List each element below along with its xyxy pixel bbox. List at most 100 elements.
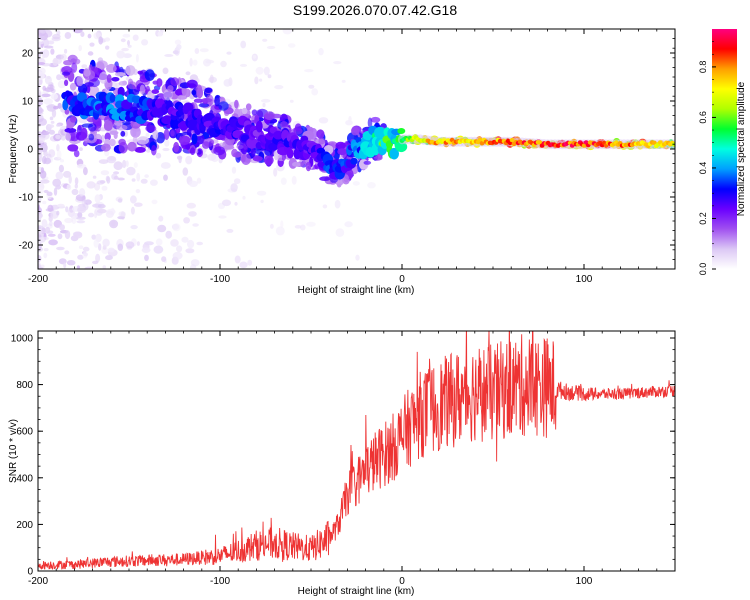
spectrogram-ridge [389, 147, 400, 160]
spectrogram-noise [203, 58, 211, 67]
spectrogram-noise [260, 199, 264, 204]
spectrogram-noise [131, 178, 136, 182]
spectrogram-noise [38, 89, 42, 98]
spectrogram-cluster [203, 138, 215, 147]
spectrogram-cluster [81, 123, 94, 128]
spectrogram-cluster [109, 130, 119, 135]
spectrogram-noise [155, 238, 163, 246]
spectrogram-cluster [213, 146, 226, 156]
spectrogram-noise [273, 167, 278, 177]
spectrogram-noise [108, 247, 115, 253]
spectrogram-noise [294, 225, 302, 229]
spectrogram-noise [49, 116, 54, 121]
spectrogram-cluster [343, 174, 349, 183]
spectrogram-noise [318, 47, 324, 56]
spectrogram-noise [178, 155, 182, 164]
y-tick-label: 0 [27, 145, 33, 156]
spectrogram-cluster [64, 127, 77, 133]
spectrogram-cluster [245, 103, 252, 111]
colorbar-tick-label: 0.8 [698, 61, 708, 74]
spectrogram-ridge [273, 130, 284, 140]
spectrogram-noise [289, 99, 294, 103]
spectrogram-noise [39, 236, 49, 241]
spectrogram-noise [97, 204, 106, 209]
spectrogram-noise [259, 78, 263, 82]
spectrogram-noise [240, 40, 247, 49]
colorbar-tick-label: 0.2 [698, 212, 708, 225]
spectrogram-noise [157, 31, 163, 37]
spectrogram-cluster [305, 161, 312, 172]
spectrogram-noise [53, 187, 58, 196]
snr-xlabel: Height of straight line (km) [298, 586, 415, 597]
spectrogram-noise [165, 230, 172, 239]
spectrogram-ridge-core [477, 137, 483, 143]
spectrogram-noise [98, 159, 109, 165]
spectrogram-cluster [70, 116, 77, 123]
spectrogram-noise [132, 34, 139, 41]
spectrogram-cluster [222, 145, 235, 150]
spectrogram-noise [282, 29, 293, 35]
spectrogram-noise [65, 206, 69, 213]
spectrogram-noise [144, 241, 154, 246]
spectrogram-noise [53, 105, 59, 110]
spectrogram-noise [48, 239, 58, 246]
spectrogram-noise [126, 166, 136, 176]
spectrogram-noise [38, 53, 42, 58]
spectrogram-noise [78, 45, 82, 52]
spectrogram-noise [311, 88, 319, 96]
spectrogram-cluster [101, 143, 111, 152]
spectrogram-noise [141, 247, 151, 254]
spectrogram-noise [247, 259, 253, 266]
spectrogram-noise [113, 161, 123, 171]
colorbar-gradient [712, 29, 737, 269]
spectrogram-cluster [318, 137, 326, 145]
spectrogram-ylabel: Frequency (Hz) [8, 115, 19, 184]
spectrogram-noise [49, 84, 54, 90]
spectrogram-cluster [197, 149, 202, 155]
spectrogram-noise [192, 59, 198, 66]
spectrogram-noise [160, 162, 171, 169]
spectrogram-cluster [201, 98, 213, 103]
spectrogram-noise [136, 241, 140, 246]
spectrogram-cluster [196, 87, 204, 99]
spectrogram-noise [164, 139, 170, 147]
spectrogram-noise [267, 74, 272, 79]
spectrogram-noise [91, 234, 97, 240]
colorbar: 0.0 0.2 0.4 0.6 0.8 Normalized spectral ampl… [698, 29, 747, 275]
spectrogram-noise [189, 264, 197, 269]
spectrogram-cluster [81, 127, 88, 140]
spectrogram-cluster [116, 124, 128, 131]
colorbar-label: Normalized spectral amplitude [736, 81, 747, 216]
spectrogram-noise [116, 50, 125, 59]
spectrogram-noise [291, 175, 297, 185]
spectrogram-cluster [127, 81, 138, 90]
x-tick-label: 100 [576, 576, 593, 587]
spectrogram-cluster [69, 82, 77, 91]
spectrogram-noise [151, 199, 158, 205]
spectrogram-noise [170, 239, 179, 247]
spectrogram-noise [231, 166, 237, 174]
spectrogram-noise [89, 42, 95, 47]
spectrogram-noise [64, 250, 70, 255]
spectrogram-noise [96, 208, 107, 214]
spectrogram-noise [60, 53, 67, 61]
spectrogram-noise [98, 243, 102, 251]
spectrogram-noise [274, 85, 284, 90]
spectrogram-cluster [219, 142, 225, 148]
spectrogram-cluster [234, 99, 239, 109]
spectrogram-ridge [131, 95, 141, 104]
spectrogram-noise [185, 71, 191, 76]
spectrogram-ridge-core [479, 141, 485, 146]
spectrogram-cluster [83, 68, 91, 77]
spectrogram-cluster [337, 148, 348, 156]
spectrogram-noise [125, 160, 129, 167]
spectrogram-cluster [263, 155, 274, 166]
spectrogram-cluster [191, 133, 198, 145]
spectrogram-cluster [218, 101, 229, 111]
y-tick-label: 0 [27, 567, 33, 578]
spectrogram-noise [183, 217, 191, 224]
spectrogram-noise [270, 223, 274, 229]
spectrogram-noise [87, 51, 94, 56]
colorbar-ticks: 0.0 0.2 0.4 0.6 0.8 [698, 41, 716, 275]
